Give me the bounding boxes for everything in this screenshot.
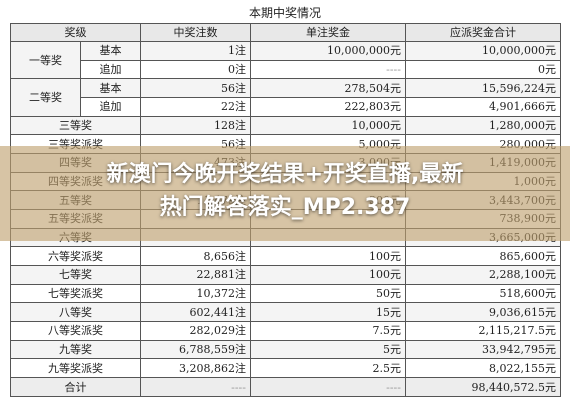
unit-bonus: 10,000,000元 bbox=[250, 41, 406, 61]
unit-bonus: 15元 bbox=[250, 302, 406, 323]
table-row: 八等奖派奖 282,029注 7.5元 2,115,217.5元 bbox=[10, 321, 561, 341]
table-row: 二等奖 基本 56注 278,504元 15,596,224元 bbox=[10, 78, 561, 117]
total-bonus: 0元 bbox=[405, 59, 561, 80]
overlay-line-1: 新澳门今晚开奖结果+开奖直播,最新 bbox=[106, 162, 464, 187]
unit-bonus: 278,504元 bbox=[250, 78, 406, 99]
unit-bonus: 7.5元 bbox=[250, 321, 406, 341]
total-bonus: 98,440,572.5元 bbox=[405, 377, 561, 397]
prize-subtype: 追加 bbox=[80, 59, 141, 80]
total-bonus: 10,000,000元 bbox=[405, 41, 561, 61]
header-level: 奖级 bbox=[10, 23, 141, 42]
table-row: 六等奖派奖 8,656注 100元 865,600元 bbox=[10, 246, 561, 267]
prize-name: 一等奖 bbox=[10, 40, 81, 80]
table-row: 追加 0注 ---- 0元 bbox=[11, 59, 561, 80]
win-count: ---- bbox=[140, 377, 251, 397]
prize-name: 三等奖 bbox=[10, 115, 141, 136]
page-title: 本期中奖情况 bbox=[248, 6, 321, 20]
win-count: 22注 bbox=[140, 97, 251, 117]
total-bonus: 2,115,217.5元 bbox=[405, 321, 561, 341]
prize-subtype: 基本 bbox=[80, 41, 141, 61]
table-row: 一等奖 基本 1注 10,000,000元 10,000,000元 bbox=[10, 40, 561, 80]
prize-name: 七等奖 bbox=[10, 265, 141, 285]
header-count: 中奖注数 bbox=[140, 23, 251, 42]
total-bonus: 4,901,666元 bbox=[405, 97, 561, 117]
prize-name: 合计 bbox=[10, 377, 141, 397]
overlay-headline: 新澳门今晚开奖结果+开奖直播,最新 热门解答落实_MP2.387 bbox=[10, 158, 560, 224]
win-count: 22,881注 bbox=[140, 265, 251, 285]
overlay-line-2: 热门解答落实_MP2.387 bbox=[159, 195, 411, 220]
win-count: 282,029注 bbox=[140, 321, 251, 341]
header-bonus: 单注奖金 bbox=[250, 23, 406, 42]
win-count: 3,208,862注 bbox=[140, 358, 251, 379]
unit-bonus: 222,803元 bbox=[250, 97, 406, 117]
prize-name: 六等奖派奖 bbox=[10, 246, 141, 267]
total-bonus: 9,036,615元 bbox=[405, 302, 561, 323]
win-count: 6,788,559注 bbox=[140, 339, 251, 360]
header-row: 奖级 中奖注数 单注奖金 应派奖金合计 bbox=[10, 23, 561, 42]
table-row: 八等奖 602,441注 15元 9,036,615元 bbox=[10, 302, 561, 323]
prize-subtype: 追加 bbox=[80, 97, 141, 117]
header-total: 应派奖金合计 bbox=[405, 23, 561, 42]
unit-bonus: 100元 bbox=[250, 265, 406, 285]
unit-bonus: 5元 bbox=[250, 339, 406, 360]
total-bonus: 865,600元 bbox=[405, 246, 561, 267]
total-bonus: 2,288,100元 bbox=[405, 265, 561, 285]
prize-name: 七等奖派奖 bbox=[10, 283, 141, 304]
win-count: 1注 bbox=[140, 41, 251, 61]
unit-bonus: ---- bbox=[250, 377, 406, 397]
win-count: 56注 bbox=[140, 78, 251, 99]
sum-row: 合计 ---- ---- 98,440,572.5元 bbox=[10, 377, 561, 397]
prize-name: 九等奖派奖 bbox=[10, 358, 141, 379]
prize-name: 八等奖派奖 bbox=[10, 321, 141, 341]
win-count: 0注 bbox=[140, 59, 251, 80]
table-row: 九等奖派奖 3,208,862注 2.5元 8,022,155元 bbox=[10, 358, 561, 379]
table-row: 九等奖 6,788,559注 5元 33,942,795元 bbox=[10, 339, 561, 360]
prize-name: 八等奖 bbox=[10, 302, 141, 323]
total-bonus: 33,942,795元 bbox=[405, 339, 561, 360]
table-row: 三等奖 128注 10,000元 1,280,000元 bbox=[10, 115, 561, 136]
table-row: 七等奖 22,881注 100元 2,288,100元 bbox=[10, 265, 561, 285]
win-count: 8,656注 bbox=[140, 246, 251, 267]
total-bonus: 8,022,155元 bbox=[405, 358, 561, 379]
table-row: 七等奖派奖 10,372注 50元 518,600元 bbox=[10, 283, 561, 304]
unit-bonus: 50元 bbox=[250, 283, 406, 304]
win-count: 128注 bbox=[140, 115, 251, 136]
watermark-overlay bbox=[0, 146, 570, 241]
prize-subtype: 基本 bbox=[80, 78, 141, 99]
table-row: 追加 22注 222,803元 4,901,666元 bbox=[11, 97, 561, 117]
prize-name: 九等奖 bbox=[10, 339, 141, 360]
unit-bonus: 10,000元 bbox=[250, 115, 406, 136]
unit-bonus: 100元 bbox=[250, 246, 406, 267]
unit-bonus: ---- bbox=[250, 59, 406, 80]
total-bonus: 1,280,000元 bbox=[405, 115, 561, 136]
win-count: 10,372注 bbox=[140, 283, 251, 304]
unit-bonus: 2.5元 bbox=[250, 358, 406, 379]
prize-name: 二等奖 bbox=[10, 78, 81, 117]
total-bonus: 518,600元 bbox=[405, 283, 561, 304]
win-count: 602,441注 bbox=[140, 302, 251, 323]
total-bonus: 15,596,224元 bbox=[405, 78, 561, 99]
